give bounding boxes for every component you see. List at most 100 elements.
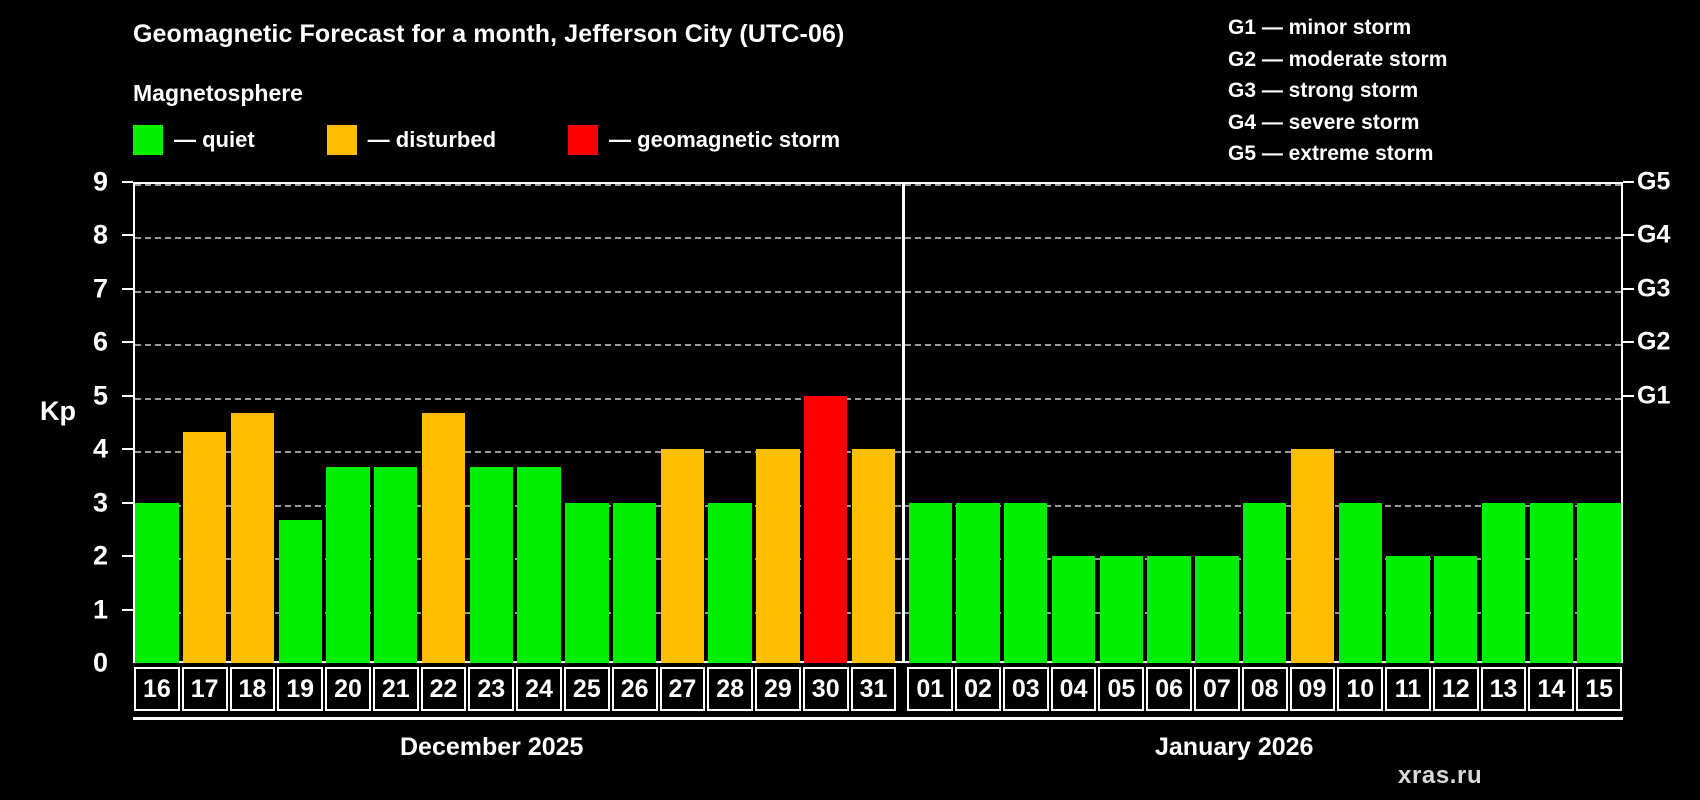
date-label-25[interactable]: 25 [563,667,610,711]
date-label-12[interactable]: 12 [1432,667,1479,711]
legend-swatch-icon [133,125,163,155]
bar-25[interactable] [565,502,609,663]
bar-27[interactable] [660,449,705,663]
bar-15[interactable] [1577,502,1621,663]
bar-30[interactable] [804,395,848,663]
bar-24[interactable] [517,466,561,663]
g-scale-legend: G1 — minor storm G2 — moderate storm G3 — … [1228,12,1447,170]
axis-baseline [133,717,1623,720]
bar-14[interactable] [1529,502,1573,663]
date-label-16[interactable]: 16 [134,667,180,711]
y-tick-mark-9 [122,181,133,183]
y-tick-label-7: 7 [92,273,108,304]
date-label-02[interactable]: 02 [955,667,1001,711]
g-tick-label-g3: G3 [1637,274,1671,303]
g-tick-mark-g5 [1623,181,1634,183]
date-label-22[interactable]: 22 [420,667,467,711]
bar-21[interactable] [374,466,418,663]
date-label-15[interactable]: 15 [1576,667,1622,711]
gridline-kp-9 [135,184,1621,186]
bar-10[interactable] [1338,502,1382,663]
y-tick-label-4: 4 [92,433,108,464]
date-label-09[interactable]: 09 [1289,667,1336,711]
y-tick-label-0: 0 [92,647,108,678]
date-label-04[interactable]: 04 [1050,667,1097,711]
bar-17[interactable] [182,431,227,663]
y-tick-mark-4 [122,448,133,451]
date-label-26[interactable]: 26 [611,667,658,711]
bar-31[interactable] [851,449,896,663]
bar-12[interactable] [1434,556,1478,663]
bars-layer [133,182,1623,663]
date-label-23[interactable]: 23 [468,667,515,711]
date-label-10[interactable]: 10 [1337,667,1384,711]
y-tick-mark-7 [122,287,133,290]
date-label-13[interactable]: 13 [1480,667,1527,711]
bar-03[interactable] [1004,502,1048,663]
bar-11[interactable] [1386,556,1430,663]
y-tick-mark-8 [122,234,133,237]
date-label-18[interactable]: 18 [229,667,276,711]
bar-18[interactable] [230,413,275,663]
date-label-11[interactable]: 11 [1385,667,1431,711]
bar-01[interactable] [908,502,952,663]
bar-29[interactable] [756,449,800,663]
bar-20[interactable] [326,466,370,663]
bar-19[interactable] [278,520,322,663]
y-tick-label-8: 8 [92,219,108,250]
y-tick-mark-2 [122,555,133,558]
date-label-19[interactable]: 19 [277,667,324,711]
legend-swatch-icon [326,125,357,155]
date-label-01[interactable]: 01 [907,667,954,711]
bar-07[interactable] [1195,556,1239,663]
date-label-03[interactable]: 03 [1002,667,1049,711]
g-tick-mark-g3 [1623,287,1634,290]
legend-entry-disturbed: — disturbed [326,125,497,155]
date-label-24[interactable]: 24 [516,667,562,711]
date-label-29[interactable]: 29 [755,667,801,711]
date-label-08[interactable]: 08 [1241,667,1288,711]
y-tick-mark-6 [122,341,133,344]
legend-label: — disturbed [367,127,497,152]
g-tick-mark-g2 [1623,341,1634,344]
y-tick-label-3: 3 [92,487,108,518]
bar-05[interactable] [1099,556,1144,663]
date-label-14[interactable]: 14 [1528,667,1575,711]
bar-22[interactable] [421,413,466,663]
bar-06[interactable] [1147,556,1191,663]
date-label-21[interactable]: 21 [372,667,419,711]
date-label-20[interactable]: 20 [325,667,371,711]
bar-26[interactable] [612,502,657,663]
month-caption-december: December 2025 [400,733,584,761]
g-tick-mark-g4 [1623,234,1634,237]
gridline-kp-5 [135,397,1621,400]
date-label-05[interactable]: 05 [1098,667,1145,711]
date-label-27[interactable]: 27 [659,667,706,711]
y-tick-mark-1 [122,608,133,611]
bar-08[interactable] [1243,502,1287,663]
g-tick-label-g1: G1 [1637,381,1671,410]
bar-23[interactable] [469,466,513,663]
y-tick-mark-3 [122,501,133,504]
date-label-17[interactable]: 17 [181,667,228,711]
y-tick-label-1: 1 [92,594,108,625]
bar-09[interactable] [1290,449,1335,663]
bar-02[interactable] [956,502,1000,663]
gridline-kp-7 [135,290,1621,293]
legend-label: — geomagnetic storm [609,127,841,152]
g-tick-label-g2: G2 [1637,327,1671,356]
bar-13[interactable] [1481,502,1526,663]
bar-16[interactable] [135,502,179,663]
date-label-28[interactable]: 28 [707,667,754,711]
legend-entry-quiet: — quiet [133,125,255,155]
y-tick-label-6: 6 [92,326,108,357]
date-label-31[interactable]: 31 [850,667,897,711]
legend-label: — quiet [174,127,255,152]
date-label-30[interactable]: 30 [802,667,849,711]
y-tick-label-5: 5 [92,380,108,411]
bar-28[interactable] [708,502,752,663]
date-label-07[interactable]: 07 [1194,667,1240,711]
bar-04[interactable] [1051,556,1096,663]
date-label-06[interactable]: 06 [1146,667,1193,711]
date-label-row: 16 17 18 19 20 21 22 23 24 25 26 27 28 29 30 31 01 02 03 04… [133,667,1623,711]
